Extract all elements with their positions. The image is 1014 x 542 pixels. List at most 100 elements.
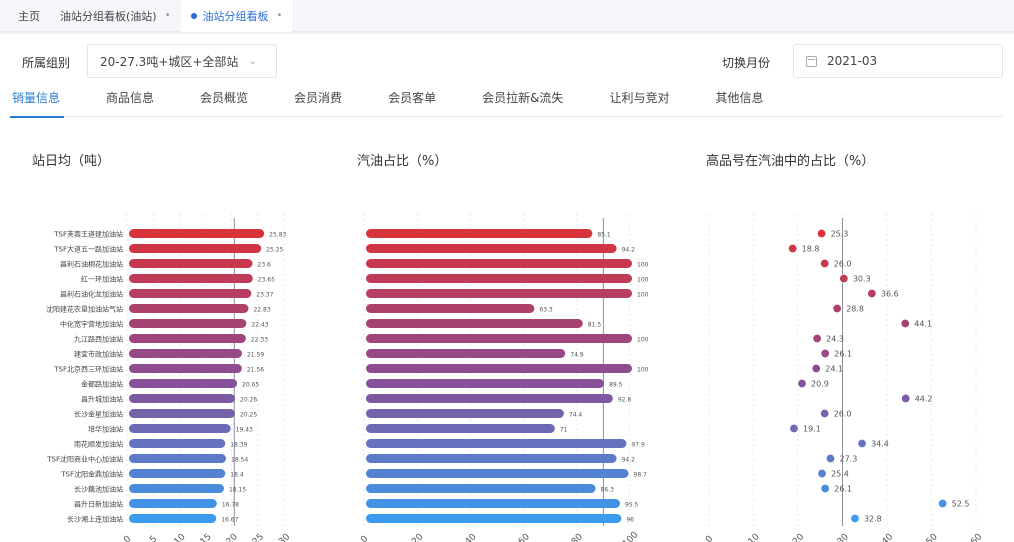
- x-tick-label: 0: [704, 534, 715, 542]
- month-picker[interactable]: 2021-03: [793, 44, 1003, 78]
- bar-value-label: 25.83: [269, 232, 286, 239]
- bar[interactable]: [366, 379, 605, 388]
- scatter-point[interactable]: [811, 363, 821, 373]
- scatter-point[interactable]: [788, 244, 798, 254]
- scatter-point[interactable]: [820, 483, 830, 493]
- bar[interactable]: [129, 364, 242, 373]
- scatter-point[interactable]: [938, 498, 948, 508]
- bar-value-label: 22.43: [251, 322, 268, 329]
- scatter-point[interactable]: [789, 423, 799, 433]
- scatter-point[interactable]: [857, 438, 867, 448]
- bar[interactable]: [129, 454, 227, 463]
- bar[interactable]: [129, 394, 236, 403]
- scatter-point[interactable]: [832, 303, 842, 313]
- bar[interactable]: [129, 274, 253, 283]
- bar[interactable]: [366, 349, 566, 358]
- bar-value-label: 100: [637, 367, 649, 374]
- bar[interactable]: [129, 484, 224, 493]
- bar-value-label: 20.25: [240, 412, 257, 419]
- bar[interactable]: [366, 334, 632, 343]
- x-tick-label: 50: [925, 532, 940, 542]
- category-label: 昌利石油桐花加油站: [60, 260, 123, 269]
- bar[interactable]: [366, 274, 632, 283]
- bar[interactable]: [366, 289, 632, 298]
- bar[interactable]: [366, 514, 622, 523]
- page-tab-station-board[interactable]: 油站分组看板(油站) •: [50, 0, 181, 32]
- bar[interactable]: [129, 304, 249, 313]
- scatter-point[interactable]: [797, 378, 807, 388]
- bar[interactable]: [366, 454, 617, 463]
- bar[interactable]: [366, 364, 632, 373]
- scatter-point[interactable]: [817, 468, 827, 478]
- bar[interactable]: [129, 229, 265, 238]
- bar-value-label: 63.3: [539, 307, 553, 314]
- bar[interactable]: [366, 424, 555, 433]
- scatter-point[interactable]: [867, 289, 877, 299]
- bar[interactable]: [366, 304, 535, 313]
- bar[interactable]: [366, 319, 583, 328]
- point-value-label: 19.1: [803, 425, 821, 434]
- bar-value-label: 18.15: [229, 487, 246, 494]
- scatter-point[interactable]: [825, 453, 835, 463]
- bar[interactable]: [129, 439, 226, 448]
- bar[interactable]: [366, 499, 621, 508]
- close-icon[interactable]: •: [164, 10, 171, 21]
- page-tab-group-board[interactable]: 油站分组看板 •: [180, 0, 293, 32]
- point-value-label: 25.4: [831, 470, 849, 479]
- bar[interactable]: [366, 469, 629, 478]
- bar-value-label: 16.78: [222, 502, 239, 509]
- bar[interactable]: [366, 409, 564, 418]
- bar[interactable]: [366, 229, 593, 238]
- scatter-point[interactable]: [812, 333, 822, 343]
- x-tick-label: 20: [410, 532, 425, 542]
- scatter-point[interactable]: [850, 513, 860, 523]
- bar[interactable]: [129, 259, 253, 268]
- scatter-point[interactable]: [820, 259, 830, 269]
- bar[interactable]: [129, 469, 226, 478]
- bar[interactable]: [366, 439, 627, 448]
- tab-product-info[interactable]: 商品信息: [106, 91, 155, 105]
- scatter-point[interactable]: [817, 229, 827, 239]
- page-tab-home[interactable]: 主页: [8, 0, 50, 32]
- month-picker-value: 2021-03: [827, 54, 878, 68]
- bar[interactable]: [129, 409, 235, 418]
- bar-value-label: 94.2: [622, 457, 636, 464]
- bar[interactable]: [129, 424, 231, 433]
- point-value-label: 24.3: [826, 335, 844, 344]
- tab-member-overview[interactable]: 会员概览: [200, 91, 249, 105]
- bar[interactable]: [129, 499, 217, 508]
- bar-value-label: 18.4: [230, 472, 244, 479]
- bar-value-label: 74.9: [570, 352, 584, 359]
- bar[interactable]: [366, 484, 596, 493]
- bar[interactable]: [129, 334, 246, 343]
- scatter-point[interactable]: [820, 408, 830, 418]
- bar[interactable]: [366, 244, 617, 253]
- point-value-label: 26.1: [834, 485, 852, 494]
- tab-member-acquisition-churn[interactable]: 会员拉新&流失: [482, 91, 564, 105]
- bar[interactable]: [129, 319, 247, 328]
- bar[interactable]: [366, 394, 613, 403]
- category-label: 昌利石油化龙加油站: [60, 290, 123, 299]
- tab-member-consumption[interactable]: 会员消费: [294, 91, 343, 105]
- bar[interactable]: [129, 289, 252, 298]
- bar[interactable]: [366, 259, 632, 268]
- bar[interactable]: [129, 244, 262, 253]
- point-value-label: 44.2: [915, 395, 933, 404]
- close-icon[interactable]: •: [276, 10, 283, 21]
- tab-other-info[interactable]: 其他信息: [715, 91, 764, 105]
- scatter-point[interactable]: [901, 393, 911, 403]
- scatter-point[interactable]: [839, 274, 849, 284]
- bar[interactable]: [129, 514, 217, 523]
- chevron-down-icon: ⌄: [248, 55, 257, 67]
- x-tick-label: 60: [517, 532, 532, 542]
- bar[interactable]: [129, 349, 242, 358]
- bar[interactable]: [129, 379, 238, 388]
- group-select[interactable]: 20-27.3吨+城区+全部站 ⌄: [87, 44, 277, 78]
- group-filter-label: 所属组别: [22, 56, 71, 70]
- tab-member-ticket[interactable]: 会员客单: [388, 91, 437, 105]
- scatter-point[interactable]: [820, 348, 830, 358]
- tab-sales-info[interactable]: 销量信息: [9, 87, 65, 118]
- tab-discount-competition[interactable]: 让利与竞对: [609, 91, 670, 105]
- bar-value-label: 23.6: [258, 262, 272, 269]
- scatter-point[interactable]: [900, 318, 910, 328]
